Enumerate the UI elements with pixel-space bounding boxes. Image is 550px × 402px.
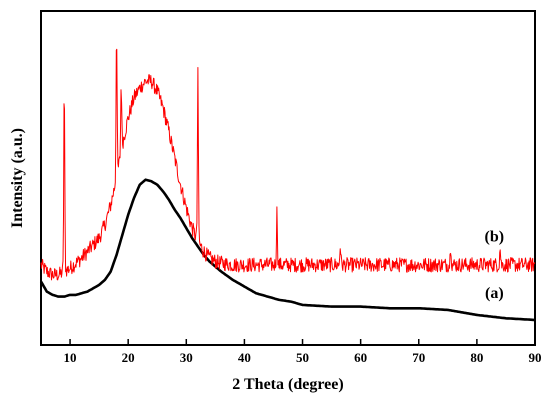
series-label-b: (b) [485,228,505,245]
y-axis-title: Intensity (a.u.) [9,128,26,228]
series-line-a [39,178,535,322]
x-tick-label: 10 [64,350,77,365]
x-tick-label: 80 [470,350,483,365]
x-tick-label: 50 [296,350,309,365]
plot-frame [40,10,536,346]
x-tick-label: 30 [180,350,193,365]
x-tick-label: 40 [238,350,251,365]
series-label-a: (a) [485,285,504,302]
x-tick-label: 20 [122,350,135,365]
x-tick-label: 90 [529,350,542,365]
series-line-b [40,48,536,281]
x-tick-label: 60 [354,350,367,365]
x-tick-label: 70 [412,350,425,365]
x-ticks: 10 20 30 40 50 60 70 80 90 [64,339,542,365]
series-layer: (a) (b) [39,48,536,322]
x-axis-title: 2 Theta (degree) [232,376,343,393]
